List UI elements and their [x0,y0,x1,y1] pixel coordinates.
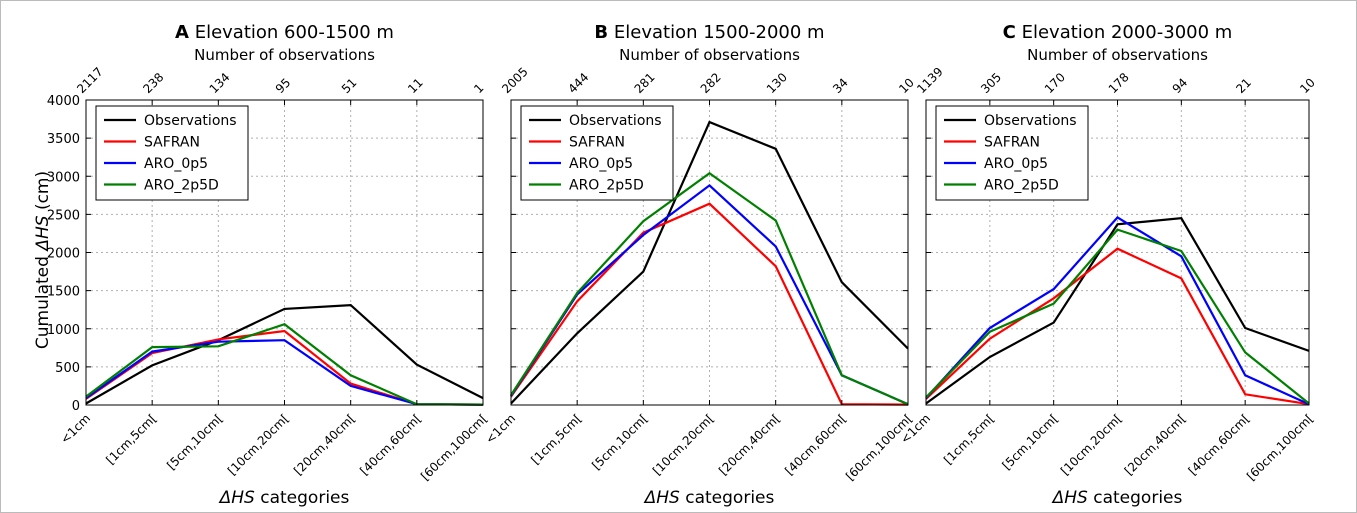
y-axis-label-suffix: (cm) [33,171,53,216]
legend-entry: ARO_2p5D [984,178,1059,194]
legend-entry: SAFRAN [569,135,625,151]
series-line-aro-0p5 [925,215,1310,406]
y-axis-label-prefix: Cumulated [33,256,53,349]
y-tick-label: 4000 [47,94,80,109]
y-tick-label: 1000 [47,323,80,338]
x-axis-label-suffix: categories [1088,488,1183,508]
x-axis-label: ΔHS categories [218,488,350,508]
y-tick-label: 500 [55,361,80,376]
x-axis-label-italic: ΔHS [1051,488,1088,508]
y-tick-label: 1500 [47,285,80,300]
panel-letter: B [594,22,608,43]
legend-entry: Observations [984,113,1077,129]
legend-entry: SAFRAN [144,135,200,151]
x-axis-label-suffix: categories [680,488,775,508]
y-axis-label-italic: ΔHS [33,215,53,252]
panel-title-text: Elevation 600-1500 m [189,22,394,43]
y-tick-label: 0 [72,399,80,414]
y-tick-label: 2000 [47,247,80,262]
x-axis-label-italic: ΔHS [218,488,255,508]
panel-title: B Elevation 1500-2000 m [594,22,824,43]
legend: Observations SAFRAN ARO_0p5 ARO_2p5D [935,105,1089,201]
x-axis-label: ΔHS categories [643,488,775,508]
series-line-observations [510,120,909,405]
panel-letter: C [1003,22,1016,43]
top-axis-label: Number of observations [1027,46,1208,64]
series-line-observations [85,303,484,405]
top-axis-label: Number of observations [194,46,375,64]
y-axis-label: Cumulated ΔHS (cm) [33,171,53,349]
y-tick-label: 3500 [47,132,80,147]
panel-letter: A [175,22,189,43]
panel-title: A Elevation 600-1500 m [175,22,394,43]
top-axis-label: Number of observations [619,46,800,64]
panel-title: C Elevation 2000-3000 m [1003,22,1233,43]
series-line-aro-2p5d [925,228,1310,405]
legend-entry: ARO_0p5 [569,156,633,172]
legend-entry: SAFRAN [984,135,1040,151]
series-line-safran [925,247,1310,406]
legend: Observations SAFRAN ARO_0p5 ARO_2p5D [520,105,674,201]
y-tick-label: 3000 [47,170,80,185]
panel-title-text: Elevation 1500-2000 m [608,22,824,43]
panel-b: <1cm2005[1cm,5cm[444[5cm,10cm[281[10cm,2… [483,22,917,508]
panel-title-text: Elevation 2000-3000 m [1016,22,1232,43]
legend-entry: Observations [144,113,237,129]
legend-entry: ARO_2p5D [569,178,644,194]
y-tick-label: 2500 [47,208,80,223]
series-line-observations [925,217,1310,405]
legend-entry: ARO_0p5 [984,156,1048,172]
x-axis-label-suffix: categories [255,488,350,508]
x-axis-label: ΔHS categories [1051,488,1183,508]
legend-entry: ARO_0p5 [144,156,208,172]
x-axis-label-italic: ΔHS [643,488,680,508]
legend: Observations SAFRAN ARO_0p5 ARO_2p5D [95,105,249,201]
series-line-aro-2p5d [510,171,909,406]
legend-entry: Observations [569,113,662,129]
legend-entry: ARO_2p5D [144,178,219,194]
